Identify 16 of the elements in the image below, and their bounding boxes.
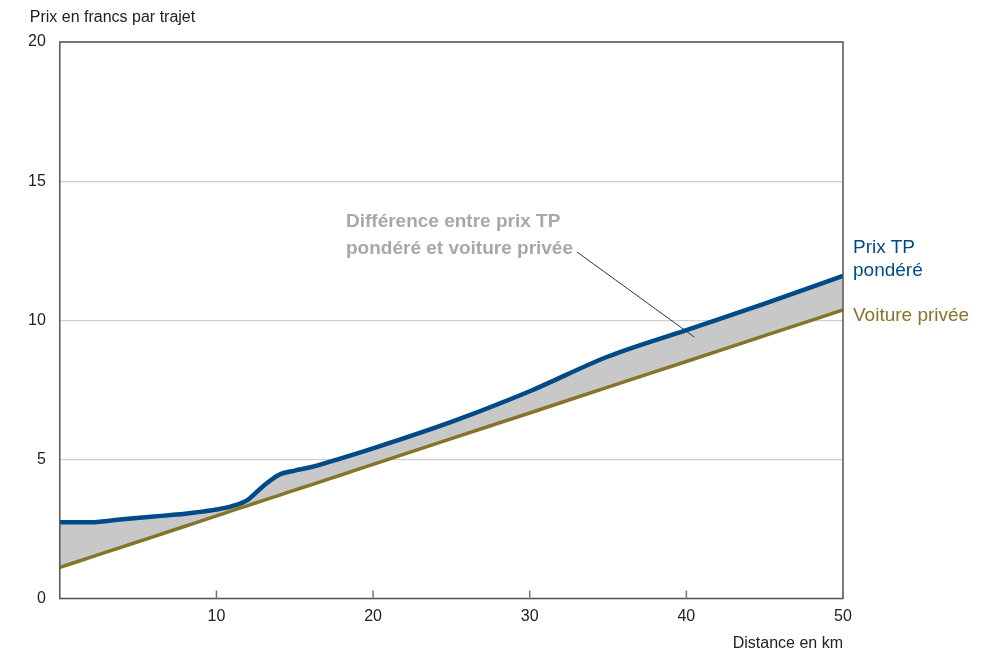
line-series [59,273,843,525]
x-tick-label: 30 [520,606,539,624]
x-axis-title: Distance en km [732,633,843,651]
x-tick-label: 50 [834,606,852,624]
annotation: Différence entre prix TP pondéré et voiture privée [346,210,574,258]
y-tick-label: 10 [28,310,46,328]
y-tick-label: 0 [36,589,46,607]
y-tick-label: 5 [36,449,46,467]
x-tick-label: 10 [207,606,226,624]
y-tick-label: 15 [28,171,46,189]
series-label: Voiture privée [853,304,970,326]
y-axis-title: Prix en francs par trajet [29,8,196,25]
series-label: Prix TP pondéré [853,236,923,281]
x-tick-label: 40 [677,606,696,624]
x-tick-label: 20 [364,606,383,624]
y-tick-label: 20 [28,32,46,50]
